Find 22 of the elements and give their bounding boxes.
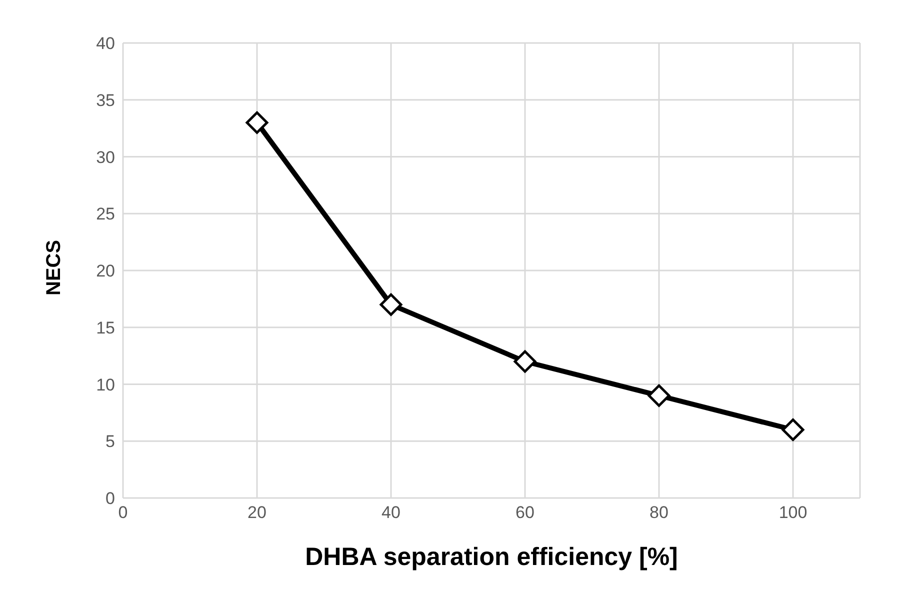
y-tick-label: 30	[96, 148, 115, 167]
y-tick-label: 5	[106, 432, 115, 452]
point	[246, 111, 268, 134]
y-tick-label: 40	[96, 34, 115, 54]
y-tick-label: 35	[96, 90, 115, 110]
x-axis-title: DHBA separation efficiency [%]	[305, 543, 678, 571]
y-tick-label: 10	[96, 375, 115, 394]
x-tick-label: 100	[778, 503, 808, 522]
point	[514, 350, 536, 373]
x-tick-label: 0	[118, 503, 128, 522]
point	[782, 418, 804, 441]
x-tick-label: 40	[382, 503, 400, 522]
x-tick-label: 80	[650, 503, 668, 522]
y-tick-label: 15	[96, 318, 115, 338]
x-tick-label: 20	[248, 503, 266, 522]
y-axis-title: NECS	[43, 240, 66, 296]
y-tick-label: 0	[106, 489, 115, 508]
x-tick-label: 60	[516, 503, 534, 522]
y-tick-label: 20	[96, 262, 115, 281]
y-tick-label: 25	[96, 204, 115, 224]
point	[380, 293, 402, 316]
point	[648, 384, 670, 407]
